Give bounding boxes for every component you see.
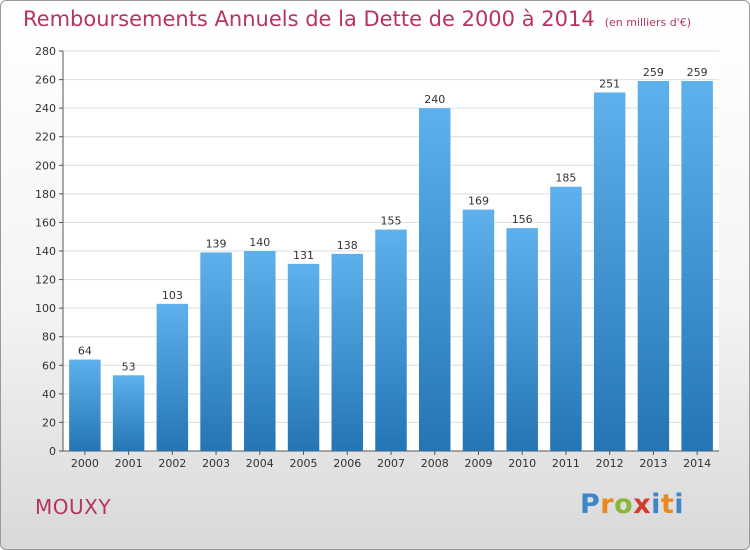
bar-value-label: 103 xyxy=(162,289,183,302)
proxiti-logo: Proxiti xyxy=(580,489,684,520)
y-tick-label: 200 xyxy=(35,159,56,172)
bar-2012 xyxy=(593,92,626,451)
y-tick-label: 180 xyxy=(35,188,56,201)
logo-letter: r xyxy=(600,489,615,520)
bar-2000 xyxy=(69,359,101,451)
x-tick-label: 2006 xyxy=(333,457,361,470)
y-tick-label: 0 xyxy=(49,445,56,458)
bar-2002 xyxy=(156,303,189,451)
bar-2004 xyxy=(244,251,276,451)
bar-value-label: 64 xyxy=(78,345,92,358)
x-tick-label: 2011 xyxy=(552,457,580,470)
bar-value-label: 185 xyxy=(555,172,576,185)
x-tick-label: 2014 xyxy=(683,457,711,470)
bar-2001 xyxy=(112,375,145,451)
bar-2009 xyxy=(462,209,495,451)
y-tick-label: 100 xyxy=(35,302,56,315)
x-tick-label: 2004 xyxy=(246,457,274,470)
bar-value-label: 240 xyxy=(424,93,445,106)
y-tick-label: 40 xyxy=(42,388,56,401)
logo-letter: i xyxy=(674,489,685,520)
bar-value-label: 259 xyxy=(643,66,664,79)
bar-2011 xyxy=(550,186,582,451)
bar-2007 xyxy=(375,229,407,451)
y-tick-label: 220 xyxy=(35,131,56,144)
logo-letter: o xyxy=(614,489,634,520)
bar-value-label: 140 xyxy=(249,236,270,249)
y-tick-label: 140 xyxy=(35,245,56,258)
city-name: MOUXY xyxy=(35,495,112,519)
x-tick-label: 2007 xyxy=(377,457,405,470)
bar-value-label: 53 xyxy=(122,360,136,373)
title-text: Remboursements Annuels de la Dette de 20… xyxy=(23,7,595,31)
y-tick-label: 160 xyxy=(35,216,56,229)
x-tick-label: 2002 xyxy=(158,457,186,470)
bar-value-label: 169 xyxy=(468,195,489,208)
y-tick-label: 80 xyxy=(42,331,56,344)
x-tick-label: 2005 xyxy=(290,457,318,470)
bar-2010 xyxy=(506,228,538,451)
bar-2005 xyxy=(287,263,320,451)
x-tick-label: 2009 xyxy=(464,457,492,470)
y-tick-label: 280 xyxy=(35,45,56,58)
title-unit: (en milliers d'€) xyxy=(604,16,691,29)
bar-2014 xyxy=(681,81,713,451)
y-tick-label: 120 xyxy=(35,274,56,287)
bar-2008 xyxy=(418,108,451,452)
chart-title: Remboursements Annuels de la Dette de 20… xyxy=(23,7,691,31)
bar-value-label: 138 xyxy=(337,239,358,252)
bar-value-label: 131 xyxy=(293,249,314,262)
x-tick-label: 2010 xyxy=(508,457,536,470)
bar-value-label: 259 xyxy=(687,66,708,79)
bar-2013 xyxy=(637,81,670,451)
y-tick-label: 60 xyxy=(42,359,56,372)
y-tick-label: 260 xyxy=(35,74,56,87)
x-tick-label: 2008 xyxy=(421,457,449,470)
x-tick-label: 2003 xyxy=(202,457,230,470)
x-tick-label: 2001 xyxy=(115,457,143,470)
bar-2003 xyxy=(200,252,232,451)
logo-letter: t xyxy=(660,489,675,520)
bar-value-label: 139 xyxy=(206,237,227,250)
logo-letter: i xyxy=(651,489,661,520)
bar-value-label: 155 xyxy=(381,215,402,228)
logo-letter: x xyxy=(633,489,652,520)
x-tick-label: 2000 xyxy=(71,457,99,470)
bar-2006 xyxy=(331,253,364,451)
x-tick-label: 2013 xyxy=(639,457,667,470)
bar-value-label: 156 xyxy=(512,213,533,226)
logo-letter: P xyxy=(580,489,601,520)
bar-value-label: 251 xyxy=(599,77,620,90)
x-tick-label: 2012 xyxy=(596,457,624,470)
y-tick-label: 20 xyxy=(42,416,56,429)
y-tick-label: 240 xyxy=(35,102,56,115)
